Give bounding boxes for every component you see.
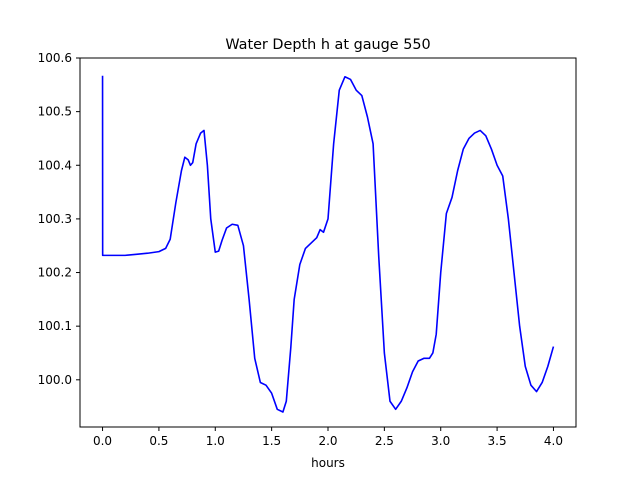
plot-area <box>101 75 555 413</box>
x-axis-label: hours <box>311 456 345 470</box>
y-tick-label: 100.2 <box>38 266 72 280</box>
x-tick-label: 4.0 <box>544 434 563 448</box>
series-line-0 <box>101 75 555 413</box>
y-tick-label: 100.1 <box>38 319 72 333</box>
x-tick-label: 0.5 <box>149 434 168 448</box>
x-tick-label: 3.5 <box>488 434 507 448</box>
y-tick-label: 100.6 <box>38 51 72 65</box>
y-axis: 100.0 100.1 100.2 100.3 100.4 100.5 100.6 <box>38 51 80 387</box>
y-tick-label: 100.0 <box>38 373 72 387</box>
chart-title: Water Depth h at gauge 550 <box>225 37 430 53</box>
x-tick-label: 1.0 <box>206 434 225 448</box>
x-tick-label: 2.0 <box>318 434 337 448</box>
x-tick-label: 2.5 <box>375 434 394 448</box>
x-tick-label: 0.0 <box>93 434 112 448</box>
y-tick-label: 100.5 <box>38 105 72 119</box>
y-tick-label: 100.3 <box>38 212 72 226</box>
x-tick-label: 3.0 <box>431 434 450 448</box>
x-tick-label: 1.5 <box>262 434 281 448</box>
x-axis: 0.0 0.5 1.0 1.5 2.0 2.5 3.0 3.5 4.0 <box>93 427 563 448</box>
y-tick-label: 100.4 <box>38 158 72 172</box>
